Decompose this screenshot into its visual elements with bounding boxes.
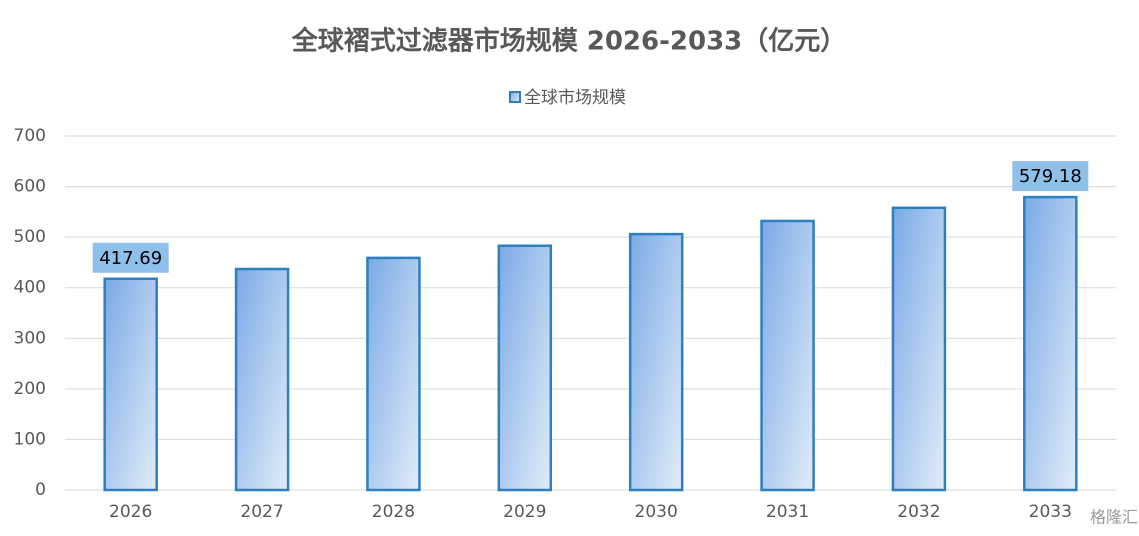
y-tick-label: 500 — [14, 227, 46, 247]
value-label: 417.69 — [99, 248, 162, 269]
bar — [497, 244, 553, 492]
y-tick-label: 200 — [14, 379, 46, 399]
y-tick-label: 600 — [14, 177, 46, 197]
x-tick-label: 2033 — [1029, 502, 1072, 522]
y-tick-label: 100 — [14, 429, 46, 449]
legend-swatch — [509, 91, 521, 103]
y-tick-label: 400 — [14, 278, 46, 298]
value-label-box — [1012, 161, 1089, 192]
x-tick-label: 2030 — [635, 502, 678, 522]
x-tick-label: 2032 — [897, 502, 940, 522]
legend-label: 全球市场规模 — [524, 88, 626, 108]
bar — [234, 267, 290, 492]
x-tick-label: 2027 — [240, 502, 283, 522]
y-tick-label: 0 — [35, 480, 46, 500]
y-tick-label: 700 — [14, 126, 46, 146]
bar — [366, 256, 421, 492]
x-tick-label: 2031 — [766, 502, 809, 522]
x-tick-label: 2028 — [372, 502, 415, 522]
bar — [628, 232, 684, 492]
y-tick-label: 300 — [14, 328, 46, 348]
value-label: 579.18 — [1019, 166, 1082, 187]
chart-title: 全球褶式过滤器市场规模 2026-2033（亿元） — [291, 26, 847, 57]
x-tick-label: 2026 — [109, 502, 152, 522]
bar — [891, 206, 947, 492]
value-label-box — [92, 242, 169, 273]
x-tick-label: 2029 — [503, 502, 546, 522]
bar — [760, 219, 815, 492]
bar — [103, 277, 158, 492]
watermark: 格隆汇 — [1090, 508, 1138, 527]
bar — [1023, 195, 1078, 492]
